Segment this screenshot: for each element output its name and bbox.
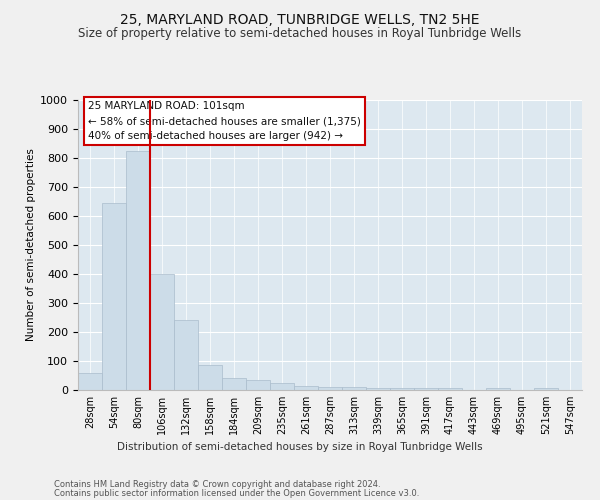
- Bar: [414, 388, 438, 390]
- Bar: [246, 380, 270, 390]
- Text: Size of property relative to semi-detached houses in Royal Tunbridge Wells: Size of property relative to semi-detach…: [79, 28, 521, 40]
- Bar: [222, 378, 246, 390]
- Bar: [270, 383, 294, 390]
- Bar: [102, 203, 126, 390]
- Bar: [126, 151, 150, 390]
- Bar: [174, 320, 198, 390]
- Text: 25 MARYLAND ROAD: 101sqm
← 58% of semi-detached houses are smaller (1,375)
40% o: 25 MARYLAND ROAD: 101sqm ← 58% of semi-d…: [88, 102, 361, 141]
- Bar: [294, 386, 318, 390]
- Text: Distribution of semi-detached houses by size in Royal Tunbridge Wells: Distribution of semi-detached houses by …: [117, 442, 483, 452]
- Bar: [150, 274, 174, 390]
- Bar: [342, 387, 366, 390]
- Bar: [486, 388, 510, 390]
- Bar: [390, 388, 414, 390]
- Bar: [78, 373, 102, 390]
- Bar: [534, 388, 558, 390]
- Text: Contains HM Land Registry data © Crown copyright and database right 2024.: Contains HM Land Registry data © Crown c…: [54, 480, 380, 489]
- Text: 25, MARYLAND ROAD, TUNBRIDGE WELLS, TN2 5HE: 25, MARYLAND ROAD, TUNBRIDGE WELLS, TN2 …: [120, 12, 480, 26]
- Y-axis label: Number of semi-detached properties: Number of semi-detached properties: [26, 148, 36, 342]
- Bar: [438, 388, 462, 390]
- Bar: [198, 366, 222, 390]
- Bar: [318, 387, 342, 390]
- Bar: [366, 388, 390, 390]
- Text: Contains public sector information licensed under the Open Government Licence v3: Contains public sector information licen…: [54, 489, 419, 498]
